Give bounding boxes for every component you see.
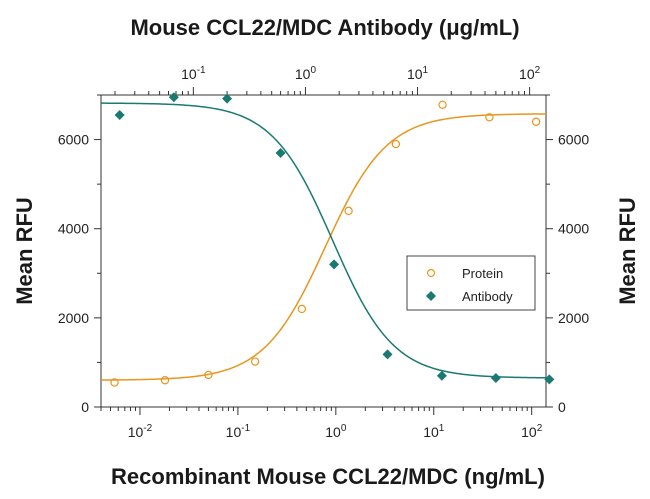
data-point-antibody [490, 373, 501, 384]
legend-box [406, 255, 536, 311]
data-point-protein [438, 100, 447, 110]
x-axis-title: Recombinant Mouse CCL22/MDC (ng/mL) [111, 464, 545, 489]
y-tick-label: 6000 [58, 132, 89, 148]
y2-tick-label: 4000 [558, 221, 589, 237]
legend-antibody-label: Antibody [462, 289, 513, 304]
data-point-antibody [222, 93, 233, 104]
data-point-protein [160, 376, 170, 385]
data-point-antibody [382, 349, 393, 360]
data-point-protein [391, 139, 401, 149]
data-point-antibody [168, 92, 179, 103]
data-point-antibody [544, 374, 555, 385]
x-tick-label: 102 [521, 423, 543, 440]
fit-curve-antibody [100, 102, 547, 379]
y-tick-label: 4000 [58, 221, 89, 237]
data-point-antibody [329, 259, 340, 270]
x-tick-label: 10-1 [226, 423, 251, 440]
y2-tick-label: 2000 [558, 310, 589, 326]
top-x-tick-label: 10-1 [181, 65, 206, 82]
top-x-tick-label: 100 [295, 65, 317, 82]
legend-protein-marker [426, 268, 436, 278]
top-x-tick-label: 101 [407, 65, 429, 82]
data-point-protein [531, 117, 541, 126]
legend: Protein Antibody [406, 255, 536, 311]
data-point-protein [110, 378, 119, 387]
y2-tick-label: 6000 [558, 132, 589, 148]
x-tick-label: 101 [423, 423, 445, 440]
plot-frame [100, 94, 547, 408]
chart-title: Mouse CCL22/MDC Antibody (μg/mL) [130, 15, 519, 40]
x-tick-label: 10-2 [128, 423, 153, 440]
axis-ticks: 10-2 10-1 100 101 102 10-1 100 101 102 0 0 2000 2000… [58, 65, 590, 440]
y-axis-title: Mean RFU [12, 197, 37, 305]
x-tick-label: 100 [325, 423, 347, 440]
legend-antibody-marker [426, 291, 436, 301]
data-point-antibody [275, 147, 286, 158]
data-point-protein [344, 206, 353, 216]
data-point-antibody [436, 370, 447, 381]
top-x-tick-label: 102 [519, 65, 541, 82]
data-point-protein [250, 357, 260, 366]
y-tick-label: 0 [81, 399, 89, 415]
legend-protein-label: Protein [462, 266, 503, 281]
data-point-protein [485, 113, 494, 122]
y-tick-label: 2000 [58, 310, 89, 326]
y2-axis-title: Mean RFU [615, 197, 640, 305]
data-points [110, 92, 555, 387]
data-point-antibody [114, 110, 125, 121]
data-point-protein [297, 304, 307, 314]
fit-curve-protein [100, 113, 547, 381]
y2-tick-label: 0 [558, 399, 566, 415]
fit-curves [100, 102, 547, 381]
data-point-protein [204, 370, 213, 380]
